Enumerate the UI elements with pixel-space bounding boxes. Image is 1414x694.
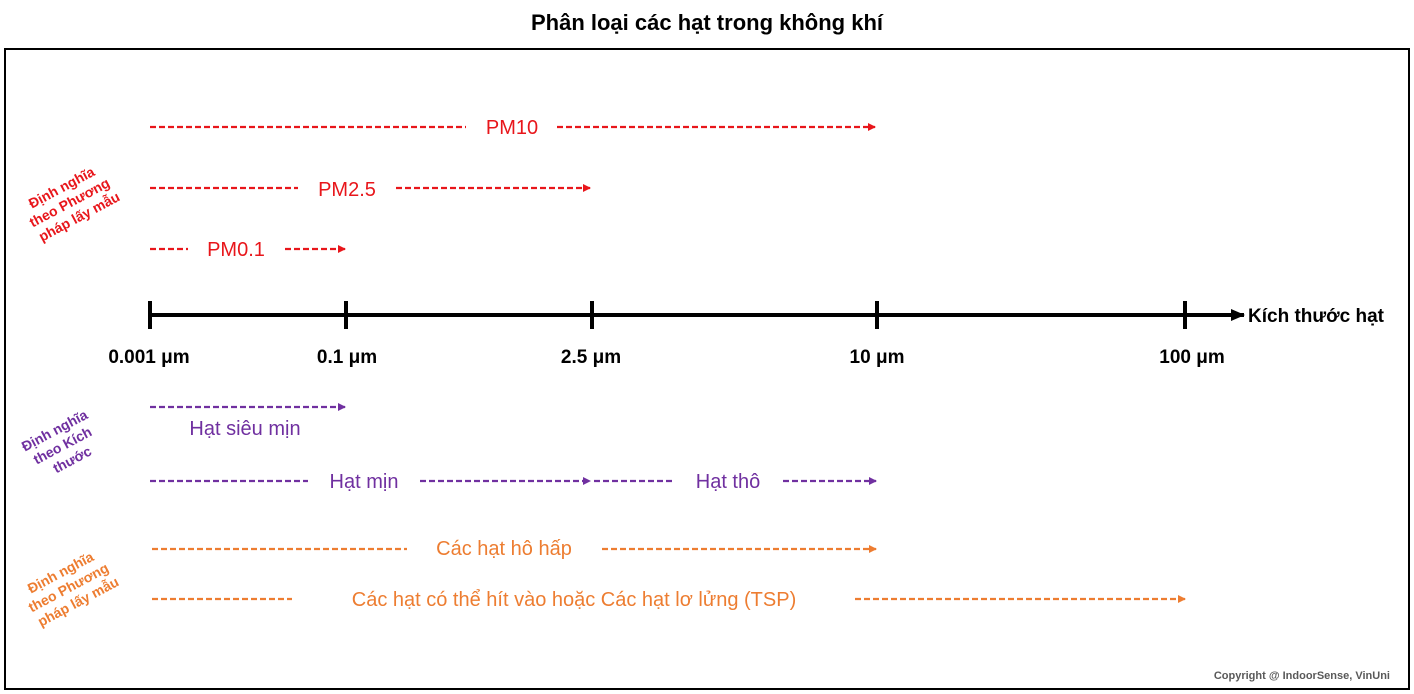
group-label-size: Định nghĩa theo Kích thước (19, 405, 110, 485)
range-pm10-label: PM10 (486, 117, 538, 139)
axis-title: Kích thước hạt (1248, 306, 1385, 327)
range-tsp: Các hạt có thể hít vào hoặc Các hạt lơ l… (152, 589, 1186, 611)
axis-tick-label-1: 0.001 μm (108, 347, 189, 368)
range-pm25-label: PM2.5 (318, 179, 376, 201)
range-respirable: Các hạt hô hấp (152, 538, 877, 560)
range-ultrafine: Hạt siêu mịn (150, 403, 346, 440)
diagram-title: Phân loại các hạt trong không khí (531, 10, 884, 35)
range-pm25: PM2.5 (150, 179, 591, 201)
range-fine-label: Hạt mịn (330, 471, 399, 493)
diagram-frame (4, 48, 1410, 690)
range-coarse: Hạt thô (594, 471, 877, 493)
range-tsp-label: Các hạt có thể hít vào hoặc Các hạt lơ l… (352, 589, 797, 611)
range-coarse-label: Hạt thô (696, 471, 760, 493)
axis-tick-label-2: 0.1 μm (317, 347, 377, 368)
copyright-notice: Copyright @ IndoorSense, VinUni (1214, 670, 1390, 682)
group-label-sampling: Định nghĩa theo Phương pháp lấy mẫu (19, 158, 124, 246)
axis-tick-label-5: 100 μm (1159, 347, 1225, 368)
range-pm01-label: PM0.1 (207, 239, 265, 261)
range-fine: Hạt mịn (150, 471, 591, 493)
axis-tick-label-4: 10 μm (850, 347, 905, 368)
range-pm10: PM10 (150, 117, 876, 139)
size-axis: Kích thước hạt 0.001 μm 0.1 μm 2.5 μm 10… (108, 301, 1385, 368)
range-ultrafine-label: Hạt siêu mịn (189, 418, 300, 440)
group-label-health: Định nghĩa theo Phương pháp lấy mẫu (18, 543, 123, 631)
range-respirable-label: Các hạt hô hấp (436, 538, 572, 560)
axis-tick-label-3: 2.5 μm (561, 347, 621, 368)
range-pm01: PM0.1 (150, 239, 346, 261)
